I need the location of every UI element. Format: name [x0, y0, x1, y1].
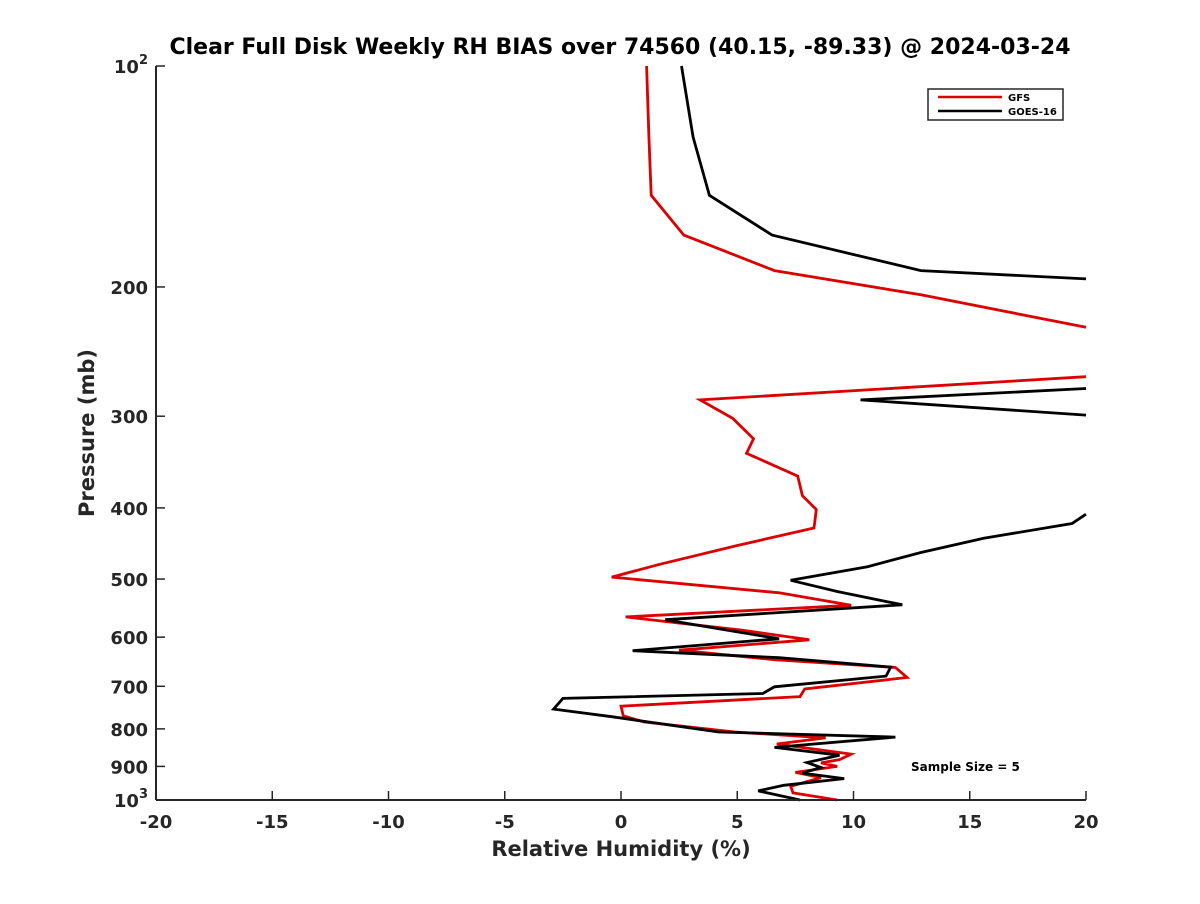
sample-size-annotation: Sample Size = 5	[911, 760, 1020, 774]
y-tick-label: 200	[110, 278, 148, 299]
x-tick-label: -5	[495, 812, 515, 833]
series-line-goes16	[550, 65, 1087, 802]
y-tick-label: 800	[110, 720, 148, 741]
x-tick-label: 15	[957, 812, 982, 833]
y-tick-label: 400	[110, 499, 148, 520]
legend: GFS GOES-16	[927, 88, 1064, 121]
y-axis-label: Pressure (mb)	[75, 349, 99, 517]
chart-title: Clear Full Disk Weekly RH BIAS over 7456…	[169, 35, 1070, 60]
x-axis-label: Relative Humidity (%)	[491, 837, 750, 861]
y-tick-label: 103	[114, 787, 148, 812]
y-tick-label: 500	[110, 570, 148, 591]
x-tick-label: 5	[731, 812, 744, 833]
x-tick-label: -10	[372, 812, 405, 833]
y-tick-label: 600	[110, 628, 148, 649]
legend-label-goes16: GOES-16	[1008, 107, 1057, 118]
series-layer	[550, 65, 1087, 802]
x-tick-label: 20	[1073, 812, 1098, 833]
x-tick-label: 0	[615, 812, 628, 833]
legend-box	[927, 88, 1064, 121]
x-tick-label: -15	[256, 812, 289, 833]
y-tick-label: 102	[114, 53, 148, 78]
legend-label-gfs: GFS	[1008, 93, 1030, 104]
y-tick-label: 900	[110, 757, 148, 778]
y-tick-label: 300	[110, 407, 148, 428]
x-tick-label: 10	[841, 812, 866, 833]
axes-layer: -20 -15 -10 -5 0 5 10 15 20 102 200 300 400 500 600 700…	[110, 53, 1098, 833]
y-tick-label: 700	[110, 677, 148, 698]
x-tick-label: -20	[140, 812, 173, 833]
